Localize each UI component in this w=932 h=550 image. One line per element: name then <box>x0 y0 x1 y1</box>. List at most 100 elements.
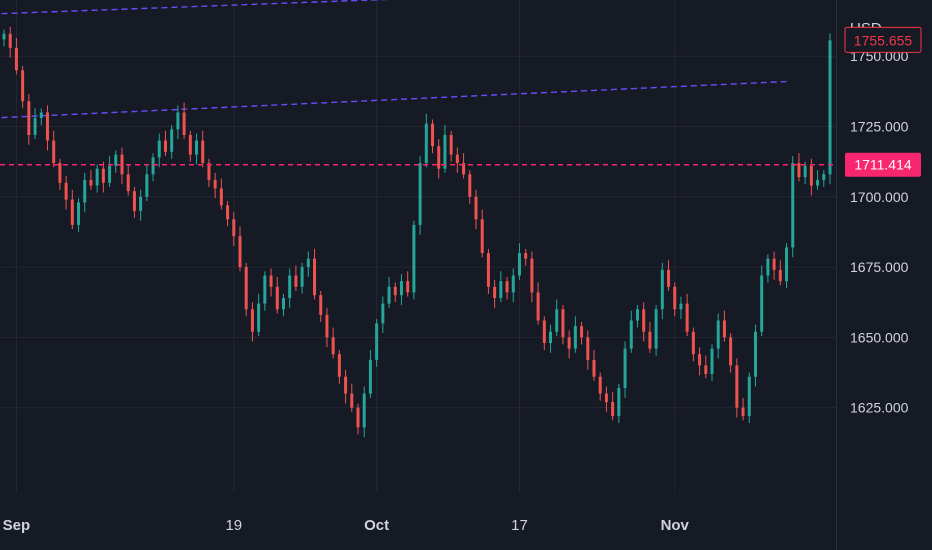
candle-body-117 <box>729 337 733 366</box>
candle-93 <box>580 321 584 345</box>
candle-body-86 <box>536 292 540 321</box>
candle-73 <box>455 147 459 173</box>
price-axis[interactable]: 1625.000 1650.000 1675.000 1700.000 1725.000… <box>850 48 909 415</box>
x-tick-label-3: 17 <box>511 517 528 534</box>
candle-75 <box>468 170 472 204</box>
candle-122 <box>760 265 764 336</box>
candle-112 <box>698 347 702 376</box>
candle-38 <box>238 226 242 272</box>
candle-body-104 <box>648 331 652 349</box>
candle-body-74 <box>462 163 466 175</box>
candle-body-49 <box>306 258 310 268</box>
candle-53 <box>331 327 335 359</box>
candle-body-68 <box>424 123 428 164</box>
candle-body-4 <box>27 101 31 135</box>
candle-body-6 <box>39 112 43 119</box>
candle-body-108 <box>673 286 677 310</box>
candle-body-87 <box>542 320 546 343</box>
candle-2 <box>14 37 18 75</box>
candle-50 <box>313 248 317 300</box>
candle-body-37 <box>232 219 236 237</box>
candle-13 <box>83 172 87 213</box>
candle-body-131 <box>816 179 820 186</box>
candle-78 <box>486 248 490 294</box>
candle-46 <box>288 268 292 308</box>
candle-body-101 <box>629 320 633 349</box>
candle-124 <box>772 251 776 280</box>
candle-14 <box>89 170 93 190</box>
candle-body-122 <box>760 275 764 332</box>
candle-body-129 <box>803 165 807 178</box>
candle-body-64 <box>399 281 403 296</box>
candle-33 <box>207 158 211 187</box>
candle-body-79 <box>493 286 497 299</box>
candle-72 <box>449 130 453 162</box>
candle-body-65 <box>406 281 410 293</box>
candle-31 <box>195 133 199 165</box>
candle-43 <box>269 268 273 297</box>
candle-82 <box>511 268 515 303</box>
time-axis[interactable]: Sep 19 Oct 17 Nov <box>3 517 690 534</box>
candle-22 <box>139 189 143 221</box>
candle-113 <box>704 355 708 379</box>
grid-lines <box>0 0 837 550</box>
candle-90 <box>561 305 565 345</box>
candle-58 <box>362 386 366 438</box>
candle-body-34 <box>213 179 217 189</box>
candle-125 <box>778 260 782 286</box>
candle-body-89 <box>555 309 559 332</box>
candle-body-105 <box>654 309 658 349</box>
candle-80 <box>499 271 503 303</box>
candle-105 <box>654 305 658 356</box>
candle-body-72 <box>449 134 453 155</box>
candle-132 <box>822 170 826 187</box>
candle-16 <box>101 161 105 193</box>
candle-25 <box>157 133 161 168</box>
candle-body-8 <box>52 140 56 164</box>
candle-body-24 <box>151 157 155 175</box>
candle-88 <box>549 324 553 353</box>
candle-body-66 <box>412 224 416 293</box>
candle-body-113 <box>704 365 708 374</box>
candle-body-112 <box>698 354 702 366</box>
candle-4 <box>27 94 31 145</box>
current-price-label: 1755.655 <box>854 32 913 48</box>
candle-39 <box>244 262 248 317</box>
candle-127 <box>791 156 795 258</box>
candle-body-114 <box>710 348 714 374</box>
candle-body-21 <box>132 191 136 211</box>
candle-34 <box>213 172 217 199</box>
candle-body-75 <box>468 174 472 197</box>
level-price-label: 1711.414 <box>854 157 912 173</box>
candle-107 <box>667 260 671 291</box>
candle-94 <box>586 330 590 370</box>
level-price-badge <box>845 152 921 177</box>
candle-body-35 <box>219 188 223 206</box>
candle-99 <box>617 383 621 424</box>
candle-30 <box>188 130 192 162</box>
candle-body-97 <box>604 393 608 403</box>
candle-104 <box>648 321 652 353</box>
trendline-1 <box>0 80 787 119</box>
candle-36 <box>226 201 230 227</box>
candle-5 <box>33 108 37 140</box>
candle-body-80 <box>499 281 503 299</box>
candle-body-92 <box>573 326 577 349</box>
candle-body-43 <box>269 275 273 287</box>
candle-body-48 <box>300 267 304 287</box>
candle-body-102 <box>635 309 639 321</box>
x-tick-label-4: Nov <box>661 517 690 534</box>
candle-42 <box>263 271 267 311</box>
candle-8 <box>52 130 56 168</box>
candle-20 <box>126 164 130 196</box>
candle-body-25 <box>157 140 161 158</box>
candle-body-83 <box>517 253 521 276</box>
candle-body-39 <box>244 267 248 310</box>
candle-body-10 <box>64 182 68 200</box>
candle-47 <box>294 265 298 291</box>
candle-131 <box>816 170 820 190</box>
candle-15 <box>95 164 99 193</box>
y-tick-label-2: 1675.000 <box>850 259 909 275</box>
candle-body-61 <box>381 303 385 324</box>
